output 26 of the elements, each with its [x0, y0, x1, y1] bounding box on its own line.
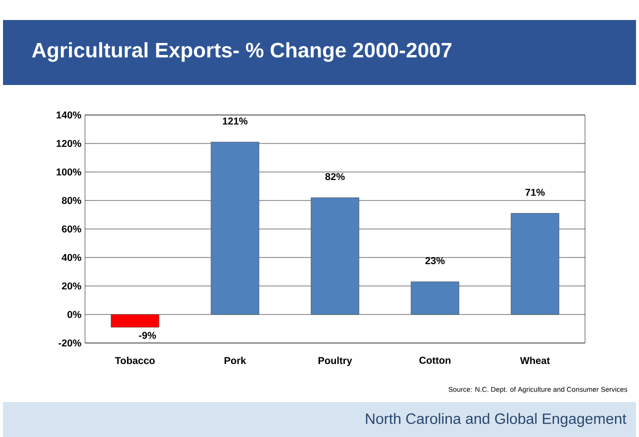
- x-tick-label: Tobacco: [115, 356, 155, 364]
- x-tick-label: Poultry: [318, 356, 352, 366]
- y-tick-label: 120%: [56, 140, 82, 148]
- y-tick-label: 0%: [67, 310, 82, 318]
- y-tick-label: -20%: [58, 339, 82, 347]
- data-label: 71%: [525, 188, 545, 196]
- chart-title: Agricultural Exports- % Change 2000-2007: [32, 42, 452, 62]
- data-label: 121%: [222, 118, 248, 125]
- bar: [410, 282, 460, 315]
- y-tick-label: 40%: [62, 254, 82, 262]
- x-tick-label: Wheat: [520, 356, 550, 364]
- bar: [110, 314, 160, 328]
- text: North Carolina and Global Engagement: [366, 413, 626, 427]
- y-tick-label: 20%: [62, 282, 82, 290]
- x-tick-label: Pork: [224, 356, 246, 364]
- bar: [510, 213, 560, 315]
- bar: [310, 197, 360, 315]
- data-label: 82%: [325, 173, 345, 180]
- y-tick-label: 60%: [62, 225, 82, 233]
- y-tick-label: 140%: [56, 111, 82, 119]
- bar: [210, 142, 260, 315]
- data-label: -9%: [138, 332, 156, 339]
- x-tick-label: Cotton: [419, 356, 450, 364]
- y-tick-label: 100%: [56, 168, 82, 176]
- y-tick-label: 80%: [62, 196, 82, 204]
- data-label: 23%: [425, 257, 445, 264]
